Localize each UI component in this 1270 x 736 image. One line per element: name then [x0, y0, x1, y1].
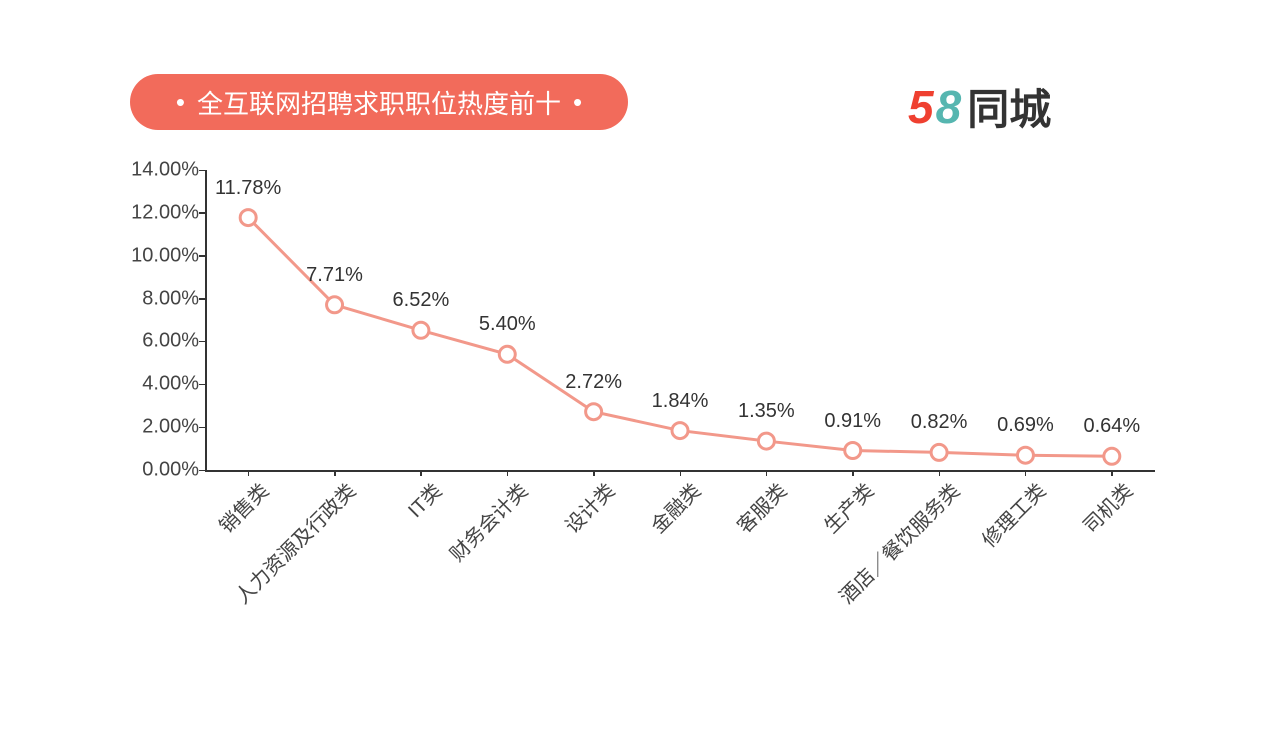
x-tick-mark [420, 470, 422, 476]
y-tick-label: 2.00% [142, 416, 205, 439]
title-bullet-right: • [573, 87, 582, 118]
x-tick-mark [939, 470, 941, 476]
y-tick-label: 12.00% [131, 201, 205, 224]
x-tick-label: 客服类 [730, 476, 793, 539]
x-tick-mark [680, 470, 682, 476]
x-tick-label: 修理工类 [975, 476, 1052, 553]
x-tick-label: 生产类 [816, 476, 879, 539]
x-tick-mark [507, 470, 509, 476]
x-tick-mark [248, 470, 250, 476]
chart-line [248, 218, 1112, 457]
x-tick-label: 财务会计类 [442, 476, 533, 567]
x-tick-label: 金融类 [643, 476, 706, 539]
y-tick-mark [199, 255, 205, 257]
x-tick-mark [766, 470, 768, 476]
logo-digit-8: 8 [936, 80, 960, 134]
x-tick-mark [1111, 470, 1113, 476]
line-chart: 0.00%2.00%4.00%6.00%8.00%10.00%12.00%14.… [205, 170, 1155, 470]
chart-title: 全互联网招聘求职职位热度前十 [197, 84, 561, 121]
brand-logo: 58同城 [908, 76, 1051, 137]
chart-marker [1017, 447, 1033, 463]
x-tick-mark [334, 470, 336, 476]
y-tick-label: 0.00% [142, 459, 205, 482]
data-label: 1.35% [738, 400, 795, 423]
y-tick-mark [199, 170, 205, 172]
data-label: 7.71% [306, 264, 363, 287]
data-label: 0.64% [1083, 415, 1140, 438]
chart-marker [586, 404, 602, 420]
chart-marker [845, 443, 861, 459]
data-label: 1.84% [652, 390, 709, 413]
chart-marker [758, 433, 774, 449]
x-tick-label: 销售类 [211, 476, 274, 539]
x-tick-label: 设计类 [557, 476, 620, 539]
chart-marker [931, 444, 947, 460]
data-label: 11.78% [215, 177, 281, 200]
y-tick-mark [199, 341, 205, 343]
y-tick-mark [199, 427, 205, 429]
data-label: 5.40% [479, 313, 536, 336]
y-tick-label: 10.00% [131, 244, 205, 267]
chart-marker [413, 322, 429, 338]
data-label: 0.82% [911, 411, 968, 434]
x-tick-label: IT类 [400, 476, 447, 523]
y-tick-label: 6.00% [142, 330, 205, 353]
y-tick-mark [199, 470, 205, 472]
y-tick-label: 8.00% [142, 287, 205, 310]
data-label: 0.91% [824, 410, 881, 433]
y-tick-label: 14.00% [131, 159, 205, 182]
logo-cn: 同城 [967, 76, 1051, 137]
chart-marker [1104, 448, 1120, 464]
data-label: 0.69% [997, 414, 1054, 437]
chart-marker [240, 210, 256, 226]
y-tick-mark [199, 212, 205, 214]
x-tick-label: 司机类 [1075, 476, 1138, 539]
chart-marker [672, 423, 688, 439]
x-tick-mark [1025, 470, 1027, 476]
data-label: 2.72% [565, 371, 622, 394]
chart-marker [499, 346, 515, 362]
x-tick-mark [852, 470, 854, 476]
title-bullet-left: • [176, 87, 185, 118]
y-tick-mark [199, 298, 205, 300]
y-tick-mark [199, 384, 205, 386]
x-tick-mark [593, 470, 595, 476]
chart-marker [327, 297, 343, 313]
data-label: 6.52% [393, 289, 450, 312]
logo-digit-5: 5 [908, 80, 932, 134]
chart-title-pill: • 全互联网招聘求职职位热度前十 • [130, 74, 628, 130]
y-tick-label: 4.00% [142, 373, 205, 396]
